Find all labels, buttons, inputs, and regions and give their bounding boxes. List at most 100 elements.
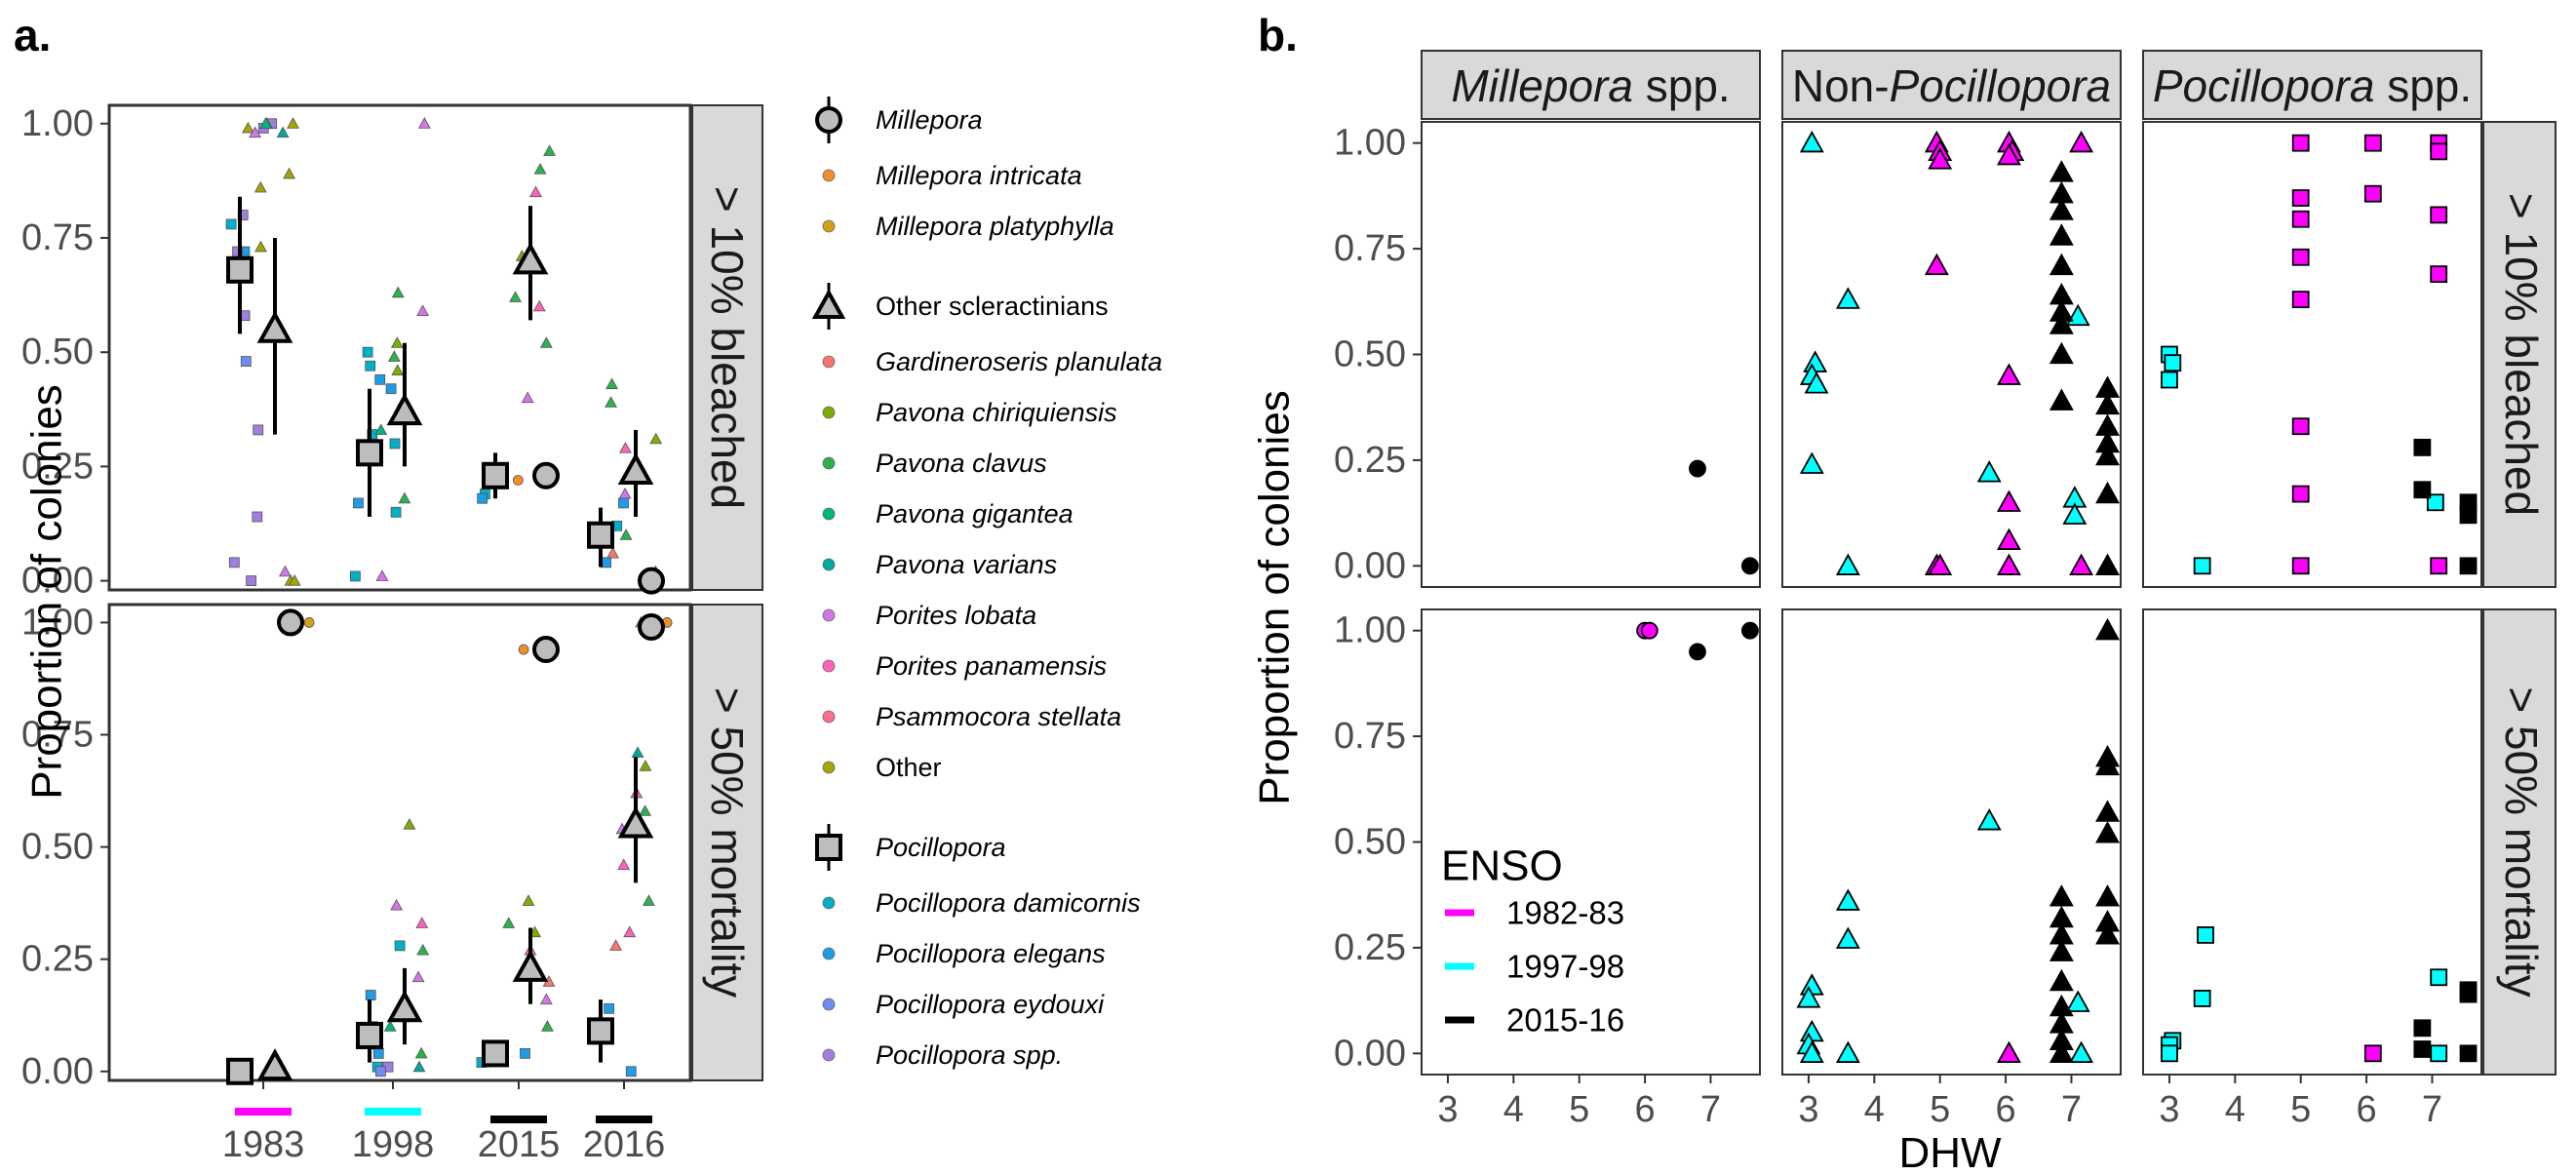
legend-a-species-key (822, 169, 836, 182)
panel-a-species-point (512, 475, 524, 486)
panel-b-point (2430, 265, 2448, 284)
panel-b-point (2291, 557, 2310, 575)
panel-a-species-point (520, 1047, 530, 1059)
panel-label-a: a. (14, 10, 51, 60)
panel-b-point (2291, 485, 2310, 503)
panel-a-year-bar (365, 1108, 421, 1116)
panel-b-point (1976, 460, 2002, 483)
panel-b-point (2161, 1044, 2178, 1063)
panel-b-point (2363, 184, 2382, 203)
panel-b-point (1640, 621, 1659, 640)
panel-a-xtick-label: 2015 (478, 1124, 561, 1165)
panel-a-species-point (618, 442, 632, 453)
panel-b-point (2164, 354, 2182, 372)
panel-b-point (2049, 939, 2074, 961)
panel-a-mean-marker (617, 805, 654, 839)
panel-b-point (2363, 1044, 2382, 1063)
panel-a-species-point (383, 1020, 397, 1032)
panel-b-point (2459, 557, 2478, 575)
legend-a-species-label: Psammocora stellata (876, 702, 1121, 731)
panel-a-ytick-label: 1.00 (21, 103, 94, 144)
legend-a-species-label: Pocillopora elegans (876, 939, 1106, 968)
panel-a-species-point (502, 917, 516, 928)
panel-b-point (2069, 130, 2094, 153)
panel-a-species-point (390, 898, 404, 911)
panel-b-ytick-label: 1.00 (1334, 610, 1406, 651)
panel-a-species-point (254, 180, 267, 193)
legend-a-species-label: Porites panamensis (876, 651, 1107, 681)
panel-b-point (2095, 800, 2120, 822)
panel-b-xtick-label: 4 (2225, 1089, 2245, 1130)
panel-label-b: b. (1258, 10, 1298, 60)
legend-a-key-triangle (811, 289, 846, 320)
panel-a-ytick-label: 0.25 (21, 939, 94, 980)
panel-a-xtick-label: 1983 (222, 1124, 305, 1165)
legend-a-species-label: Pocillopora damicornis (876, 888, 1141, 918)
panel-b-point (2430, 968, 2448, 987)
panel-b-point (2049, 388, 2074, 411)
panel-a-species-point (254, 240, 267, 253)
panel-b-point (1689, 643, 1706, 661)
legend-a-species-key (822, 608, 836, 622)
panel-a-facet-label: > 50% mortality (702, 687, 753, 998)
panel-b-facet-frame (1421, 121, 1761, 588)
panel-b-point (1997, 553, 2021, 575)
panel-a-ytick-label: 0.25 (21, 446, 94, 487)
panel-a-mean-marker (482, 1039, 509, 1068)
panel-a-facet-0-strip (691, 104, 763, 591)
panel-b-point (1997, 363, 2021, 385)
panel-a-species-point (390, 506, 402, 518)
panel-a-ytick-label: 0.50 (21, 332, 94, 372)
legend-a-species-label: Millepora intricata (876, 161, 1082, 190)
panel-a-species-point (509, 291, 522, 302)
panel-a-mean-marker (356, 1021, 383, 1049)
panel-a-species-point (416, 304, 430, 316)
panel-a-species-point (246, 575, 256, 587)
panel-b-point (1799, 130, 1824, 153)
panel-b-point (1928, 147, 1953, 170)
panel-b-xtick-label: 6 (1996, 1089, 2016, 1130)
panel-a-species-point (398, 491, 411, 504)
panel-a-species-point (639, 760, 652, 771)
panel-a-mean-marker (226, 1057, 254, 1085)
panel-b-row-strip (2482, 608, 2556, 1076)
panel-b-point (2413, 1019, 2432, 1038)
legend-a-species-label: Porites lobata (876, 601, 1036, 630)
panel-b-xtick-label: 5 (2290, 1089, 2311, 1130)
legend-a-species-key (822, 219, 836, 233)
panel-b-point (2095, 884, 2120, 907)
panel-b-xtick-label: 7 (2422, 1089, 2442, 1130)
panel-b-point (2193, 990, 2211, 1007)
panel-a-species-point (619, 529, 633, 540)
legend-a-species-label: Pocillopora eydouxi (876, 990, 1105, 1019)
panel-a-species-point (303, 617, 315, 628)
panel-a-mean-marker (532, 636, 560, 664)
panel-a-ytick-label: 0.00 (21, 561, 94, 602)
panel-b-point (2069, 553, 2094, 575)
panel-a-mean-marker (256, 310, 293, 343)
panel-a-mean-marker (512, 242, 549, 275)
panel-b-facet-frame (1421, 608, 1761, 1076)
legend-a-species-key (822, 947, 836, 960)
panel-b-xtick-label: 3 (1437, 1089, 1458, 1130)
panel-a-species-point (533, 163, 547, 175)
legend-a-species-key (822, 406, 836, 419)
panel-a-species-point (374, 1066, 386, 1077)
legend-a-species-key (822, 1048, 836, 1062)
panel-b-point (2413, 438, 2432, 456)
panel-a-ytick-label: 0.00 (21, 1051, 94, 1092)
panel-a-species-point (618, 497, 629, 509)
panel-a-species-point (365, 360, 376, 372)
panel-a-species-point (416, 943, 430, 956)
panel-b-point (1799, 1040, 1824, 1063)
panel-a-species-point (631, 746, 644, 758)
panel-a-ytick-label: 1.00 (21, 602, 94, 643)
panel-a-year-bar (596, 1116, 652, 1123)
panel-b-xtick-label: 4 (1503, 1089, 1524, 1130)
panel-b-chart: Millepora spp. 3 4 5 6 7 Non-Pocillopora 3 4 5 6 7 P… (1251, 50, 2556, 1175)
panel-b-point (1835, 287, 1860, 309)
panel-b-ytick-label: 0.00 (1334, 545, 1406, 586)
panel-b-point (1835, 553, 1860, 575)
panel-b-point (2459, 1044, 2478, 1063)
